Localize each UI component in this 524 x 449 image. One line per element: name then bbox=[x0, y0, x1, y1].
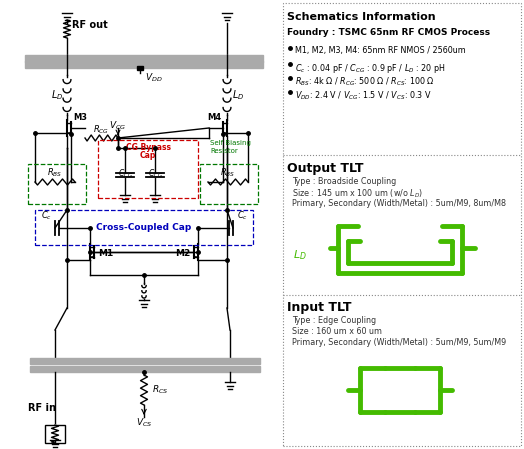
Text: Foundry : TSMC 65nm RF CMOS Process: Foundry : TSMC 65nm RF CMOS Process bbox=[287, 28, 490, 37]
Text: $R_{BS}$: $R_{BS}$ bbox=[220, 167, 236, 179]
Bar bbox=[30, 358, 260, 364]
Text: Primary, Secondary (Width/Metal) : 5um/M9, 5um/M9: Primary, Secondary (Width/Metal) : 5um/M… bbox=[292, 338, 506, 347]
Text: CG Bypass: CG Bypass bbox=[126, 143, 170, 152]
Bar bbox=[28, 164, 86, 204]
Text: $V_{DD}$: 2.4 V / $V_{CG}$: 1.5 V / $V_{CS}$: 0.3 V: $V_{DD}$: 2.4 V / $V_{CG}$: 1.5 V / $V_{… bbox=[295, 90, 432, 102]
Text: RF out: RF out bbox=[72, 20, 108, 30]
Bar bbox=[98, 140, 198, 198]
Text: M1: M1 bbox=[98, 248, 113, 257]
Text: RF in: RF in bbox=[28, 403, 56, 413]
Bar bbox=[283, 3, 521, 446]
Text: $L_D$: $L_D$ bbox=[51, 88, 63, 102]
Text: $V_{CG}$: $V_{CG}$ bbox=[110, 120, 127, 132]
Text: $V_{CS}$: $V_{CS}$ bbox=[136, 417, 152, 429]
Text: Input TLT: Input TLT bbox=[287, 301, 352, 314]
Text: M2: M2 bbox=[174, 248, 190, 257]
Text: $R_{BS}$: 4k $\Omega$ / $R_{CG}$: 500 $\Omega$ / $R_{CS}$: 100 $\Omega$: $R_{BS}$: 4k $\Omega$ / $R_{CG}$: 500 $\… bbox=[295, 76, 435, 88]
Text: $C_{CG}$: $C_{CG}$ bbox=[148, 168, 162, 180]
Text: M3: M3 bbox=[73, 114, 87, 123]
Text: $C_c$ : 0.04 pF / $C_{CG}$ : 0.9 pF / $L_D$ : 20 pH: $C_c$ : 0.04 pF / $C_{CG}$ : 0.9 pF / $L… bbox=[295, 62, 446, 75]
Text: $C_c$: $C_c$ bbox=[41, 210, 52, 222]
Text: Cap: Cap bbox=[140, 151, 156, 160]
Bar bbox=[25, 61, 263, 68]
Text: Cross-Coupled Cap: Cross-Coupled Cap bbox=[96, 224, 192, 233]
Text: $R_{CS}$: $R_{CS}$ bbox=[152, 384, 169, 396]
Text: Size : 145 um x 100 um (w/o $L_D$): Size : 145 um x 100 um (w/o $L_D$) bbox=[292, 188, 423, 201]
Bar bbox=[137, 66, 143, 70]
Text: Schematics Information: Schematics Information bbox=[287, 12, 435, 22]
Text: $R_{BS}$: $R_{BS}$ bbox=[47, 167, 63, 179]
Text: $C_{CG}$: $C_{CG}$ bbox=[117, 168, 133, 180]
Text: Type : Broadside Coupling: Type : Broadside Coupling bbox=[292, 177, 396, 186]
Text: Size : 160 um x 60 um: Size : 160 um x 60 um bbox=[292, 327, 382, 336]
Text: Self Biasing: Self Biasing bbox=[210, 140, 251, 146]
Text: $V_{DD}$: $V_{DD}$ bbox=[145, 72, 162, 84]
Bar bbox=[30, 366, 260, 372]
Bar bbox=[200, 164, 258, 204]
Text: M1, M2, M3, M4: 65nm RF NMOS / 2560um: M1, M2, M3, M4: 65nm RF NMOS / 2560um bbox=[295, 46, 466, 55]
Text: Resistor: Resistor bbox=[210, 148, 238, 154]
Text: Primary, Secondary (Width/Metal) : 5um/M9, 8um/M8: Primary, Secondary (Width/Metal) : 5um/M… bbox=[292, 199, 506, 208]
Text: $L_D$: $L_D$ bbox=[232, 88, 244, 102]
Text: Type : Edge Coupling: Type : Edge Coupling bbox=[292, 316, 376, 325]
Bar bbox=[35, 210, 253, 245]
Bar bbox=[25, 55, 263, 62]
Text: M4: M4 bbox=[207, 114, 221, 123]
Text: $R_{CG}$: $R_{CG}$ bbox=[93, 124, 109, 136]
Text: $L_D$: $L_D$ bbox=[293, 248, 307, 262]
Text: Output TLT: Output TLT bbox=[287, 162, 364, 175]
Bar bbox=[45, 425, 65, 443]
Text: $C_c$: $C_c$ bbox=[237, 210, 248, 222]
